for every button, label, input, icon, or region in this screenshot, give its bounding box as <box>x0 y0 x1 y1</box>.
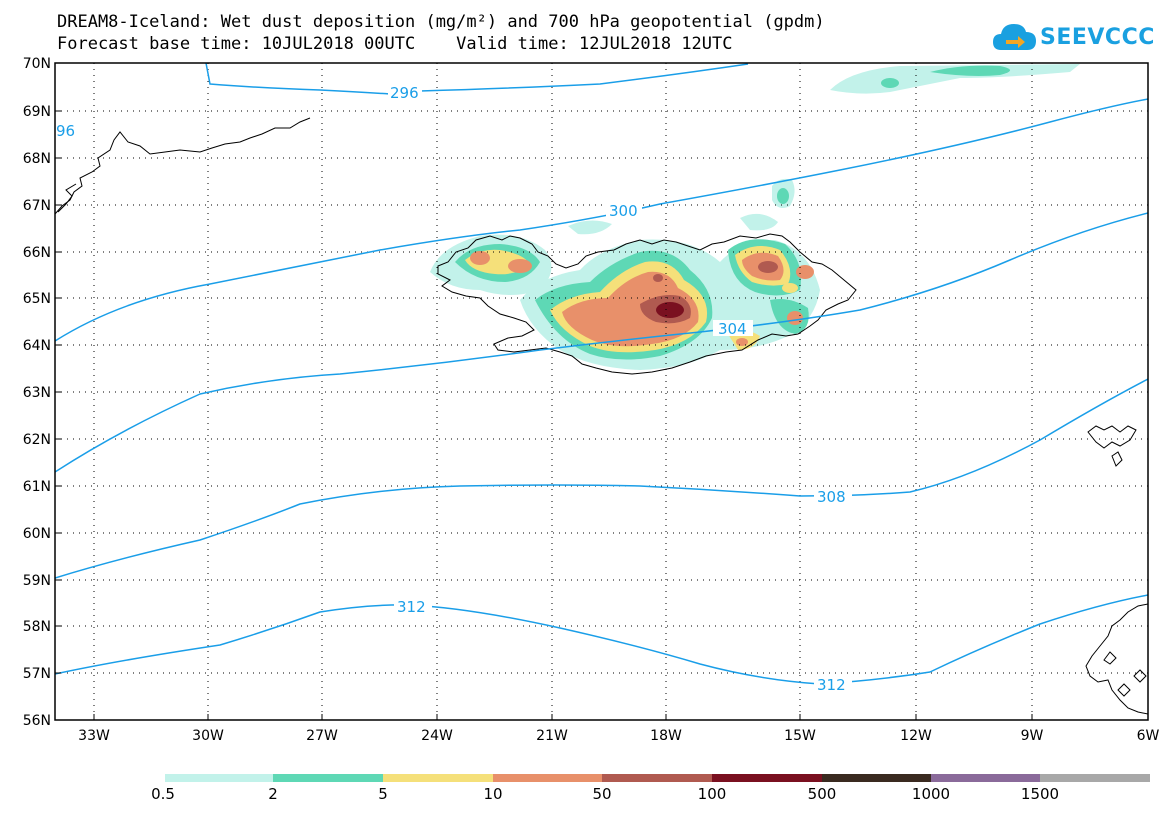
legend-tick-label: 10 <box>483 785 503 803</box>
lat-label: 59N <box>23 573 51 589</box>
lat-label: 63N <box>23 385 51 401</box>
cloud-icon <box>993 24 1036 50</box>
lat-label: 68N <box>23 151 51 167</box>
axis-ticks <box>55 62 1033 720</box>
legend-swatch <box>602 774 712 782</box>
lon-label: 24W <box>421 728 453 744</box>
legend-swatch <box>822 774 931 782</box>
legend-tick-label: 50 <box>592 785 612 803</box>
lat-label: 69N <box>23 104 51 120</box>
lat-label: 70N <box>23 56 51 72</box>
contour-label-300: 300 <box>609 202 638 220</box>
seevccc-logo: SEEVCCC <box>992 20 1154 56</box>
lon-label: 9W <box>1021 728 1044 744</box>
lat-label: 62N <box>23 432 51 448</box>
legend-tick-label: 5 <box>378 785 388 803</box>
graticule <box>55 63 1148 720</box>
lon-label: 12W <box>900 728 932 744</box>
contour-label-296-partial: 96 <box>56 122 75 140</box>
geopotential-contours <box>55 63 1148 685</box>
legend-swatch <box>273 774 383 782</box>
lat-label: 57N <box>23 666 51 682</box>
contour-labels: 296 96 300 304 308 312 312 <box>56 84 852 694</box>
legend-tick-label: 0.5 <box>151 785 175 803</box>
longitude-labels: 33W 30W 27W 24W 21W 18W 15W 12W 9W 6W <box>78 728 1159 744</box>
lat-label: 67N <box>23 198 51 214</box>
legend-swatch <box>383 774 493 782</box>
legend-tick-label: 1500 <box>1020 785 1060 803</box>
lat-label: 61N <box>23 479 51 495</box>
legend-swatch <box>1040 774 1150 782</box>
legend-tick-label: 1000 <box>911 785 951 803</box>
lat-label: 65N <box>23 291 51 307</box>
contour-label-296: 296 <box>390 84 419 102</box>
lon-label: 15W <box>784 728 816 744</box>
map-title: DREAM8-Iceland: Wet dust deposition (mg/… <box>57 12 825 32</box>
legend-tick-label: 500 <box>807 785 837 803</box>
legend-tick-label: 100 <box>697 785 727 803</box>
contour-label-304: 304 <box>718 320 747 338</box>
legend-tick-label: 2 <box>268 785 278 803</box>
legend-swatch <box>493 774 602 782</box>
lon-label: 27W <box>306 728 338 744</box>
contour-label-312-west: 312 <box>397 598 426 616</box>
latitude-labels: 70N 69N 68N 67N 66N 65N 64N 63N 62N 61N … <box>23 56 51 729</box>
dust-deposition-field <box>430 64 1080 370</box>
lat-label: 56N <box>23 713 51 729</box>
legend-swatch <box>931 774 1040 782</box>
lon-label: 21W <box>536 728 568 744</box>
lat-label: 60N <box>23 526 51 542</box>
coastlines <box>55 117 1148 715</box>
lon-label: 18W <box>650 728 682 744</box>
contour-label-312-east: 312 <box>817 676 846 694</box>
lon-label: 30W <box>192 728 224 744</box>
legend-swatch <box>165 774 273 782</box>
contour-label-308: 308 <box>817 488 846 506</box>
lat-label: 58N <box>23 619 51 635</box>
lon-label: 33W <box>78 728 110 744</box>
lat-label: 64N <box>23 338 51 354</box>
lat-label: 66N <box>23 245 51 261</box>
lon-label: 6W <box>1137 728 1160 744</box>
forecast-times: Forecast base time: 10JUL2018 00UTC Vali… <box>57 34 733 54</box>
logo-text: SEEVCCC <box>1040 25 1155 50</box>
legend-swatch <box>712 774 822 782</box>
